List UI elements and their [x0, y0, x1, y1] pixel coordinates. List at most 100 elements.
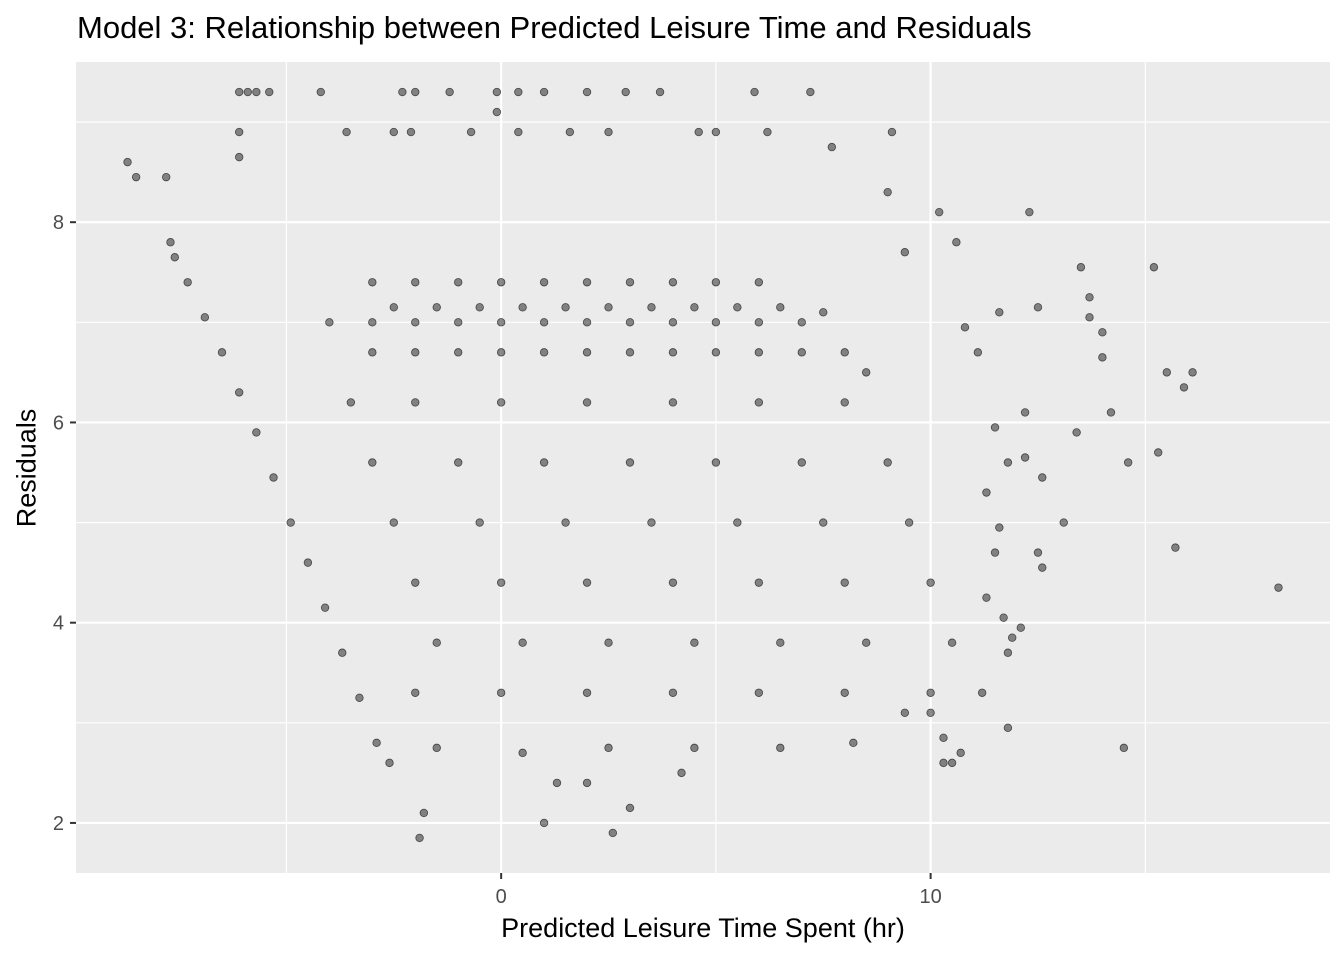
data-point: [887, 127, 897, 137]
data-point: [694, 127, 703, 137]
data-point: [668, 688, 678, 697]
data-point: [1076, 263, 1086, 272]
data-point: [1033, 303, 1043, 312]
data-point: [131, 172, 141, 182]
data-point: [763, 127, 772, 137]
data-point: [252, 87, 261, 97]
data-point: [1059, 518, 1068, 527]
data-point: [1003, 648, 1013, 657]
data-point: [234, 87, 244, 97]
data-point: [582, 87, 592, 97]
data-point: [475, 303, 484, 312]
data-point: [668, 278, 678, 287]
data-point: [883, 458, 892, 467]
data-point: [952, 238, 961, 247]
data-point: [411, 278, 420, 287]
data-point: [1098, 353, 1107, 362]
y-tick-label: 4: [53, 613, 64, 635]
data-point: [1016, 623, 1025, 632]
data-point: [496, 398, 506, 407]
data-point: [647, 303, 656, 312]
data-point: [303, 558, 313, 567]
data-point: [990, 423, 1000, 432]
data-point: [582, 318, 592, 327]
data-point: [840, 578, 849, 587]
data-point: [604, 127, 613, 137]
data-point: [806, 87, 815, 97]
data-point: [1154, 448, 1163, 457]
data-point: [1020, 408, 1030, 417]
data-point: [1171, 543, 1180, 552]
data-point: [690, 303, 699, 312]
data-point: [668, 318, 678, 327]
data-point: [325, 318, 334, 327]
data-point: [819, 518, 828, 527]
data-point: [368, 458, 377, 467]
data-point: [368, 348, 377, 357]
data-point: [411, 688, 420, 697]
data-point: [552, 778, 562, 788]
data-point: [454, 458, 463, 467]
data-point: [840, 688, 849, 697]
data-point: [1003, 458, 1013, 467]
data-point: [655, 87, 665, 97]
data-point: [475, 518, 484, 527]
data-point: [398, 87, 407, 97]
data-point: [432, 638, 441, 647]
data-point: [454, 278, 463, 287]
data-point: [389, 518, 398, 527]
data-point: [454, 318, 463, 327]
data-point: [411, 398, 420, 407]
data-point: [342, 127, 351, 137]
data-point: [561, 303, 570, 312]
data-point: [995, 308, 1004, 317]
data-point: [625, 458, 635, 467]
data-point: [514, 87, 523, 97]
data-point: [1119, 743, 1129, 753]
data-point: [690, 743, 699, 753]
data-point: [200, 313, 210, 322]
data-point: [861, 638, 871, 647]
data-point: [934, 207, 944, 217]
data-point: [432, 743, 441, 753]
data-point: [1162, 368, 1172, 377]
data-point: [926, 688, 935, 697]
data-point: [183, 278, 192, 287]
data-point: [582, 578, 592, 587]
data-point: [316, 87, 325, 97]
data-point: [1038, 563, 1047, 572]
data-point: [711, 318, 721, 327]
data-point: [861, 368, 871, 377]
data-point: [496, 688, 506, 697]
data-point: [269, 473, 278, 482]
chart-title: Model 3: Relationship between Predicted …: [77, 10, 1032, 45]
data-point: [621, 87, 630, 97]
data-point: [904, 518, 914, 527]
data-point: [346, 398, 356, 407]
data-point: [776, 743, 785, 753]
data-point: [1072, 428, 1081, 437]
plot-panel: [76, 62, 1330, 873]
data-point: [582, 778, 592, 788]
x-tick-label: 0: [496, 886, 507, 908]
y-axis: 2 4 6 8: [53, 212, 76, 835]
y-tick-label: 2: [53, 813, 64, 835]
data-point: [797, 458, 806, 467]
data-point: [900, 708, 910, 718]
y-tick-label: 8: [53, 212, 64, 234]
data-point: [389, 127, 398, 137]
data-point: [582, 278, 592, 287]
data-point: [827, 142, 837, 152]
data-point: [647, 518, 656, 527]
data-point: [711, 127, 721, 137]
data-point: [454, 348, 463, 357]
data-point: [982, 488, 991, 497]
data-point: [960, 323, 970, 332]
data-point: [432, 303, 441, 312]
data-point: [754, 278, 764, 287]
data-point: [539, 278, 549, 287]
data-point: [1149, 263, 1159, 272]
x-axis-title: Predicted Leisure Time Spent (hr): [501, 913, 905, 943]
data-point: [582, 348, 592, 357]
data-point: [123, 157, 132, 167]
